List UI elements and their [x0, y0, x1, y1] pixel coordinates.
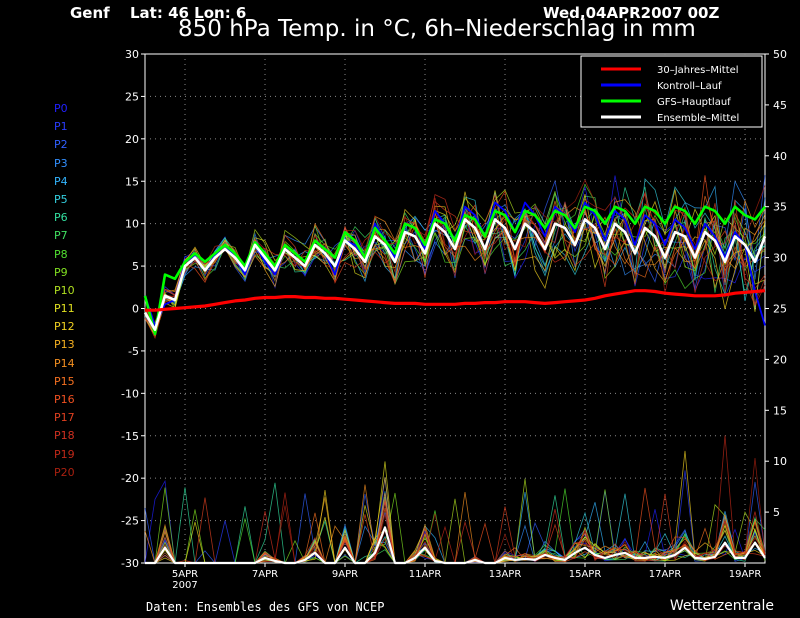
x-tick-label-4: 13APR [489, 569, 522, 580]
right-tick-label-9: 5 [773, 506, 780, 519]
legend-label-1: Kontroll–Lauf [657, 81, 722, 92]
brand-name: Wetterzentrale [669, 598, 774, 614]
location-label: Genf [70, 4, 110, 22]
member-label-p12: P12 [54, 320, 75, 334]
right-tick-label-3: 35 [773, 201, 787, 214]
right-tick-label-1: 45 [773, 99, 787, 112]
x-tick-label-5: 15APR [569, 569, 602, 580]
right-tick-label-2: 40 [773, 150, 787, 163]
right-tick-label-0: 50 [773, 48, 787, 61]
member-label-p9: P9 [54, 265, 68, 279]
series-line-kontroll-lauf [144, 201, 766, 327]
x-tick-sublabel-0: 2007 [172, 580, 197, 591]
member-label-p0: P0 [54, 102, 68, 115]
member-label-p16: P16 [54, 393, 75, 406]
member-label-p5: P5 [54, 192, 68, 206]
left-tick-label-9: -15 [121, 430, 139, 443]
member-label-p19: P19 [54, 447, 75, 461]
series-line-ensemble-mittel-niederschlag [145, 526, 766, 565]
x-tick-label-1: 7APR [252, 569, 278, 580]
left-tick-label-2: 20 [125, 133, 139, 146]
left-tick-label-6: 0 [132, 303, 139, 316]
member-label-p17: P17 [54, 411, 75, 425]
right-tick-label-4: 30 [773, 252, 787, 265]
left-tick-label-8: -10 [121, 387, 139, 400]
member-label-p2: P2 [54, 138, 68, 152]
series-line-gfs-hauptlauf [143, 205, 767, 336]
x-tick-label-0: 5APR [172, 569, 198, 580]
legend-label-0: 30–Jahres–Mittel [657, 65, 739, 76]
member-label-p3: P3 [54, 156, 68, 170]
left-tick-label-4: 10 [125, 218, 139, 231]
left-tick-label-11: -25 [121, 515, 139, 528]
member-precip-line-p13 [145, 497, 766, 565]
left-tick-label-7: -5 [128, 345, 139, 358]
x-tick-label-3: 11APR [409, 569, 442, 580]
ensemble-member-list: P0 P1 P2 P3 P4 P5 P6 P7 P8 P9 P10 P11 P12 P13 P14 P15 P1… [54, 100, 75, 482]
member-label-p14: P14 [54, 356, 75, 370]
left-tick-label-12: -30 [121, 557, 139, 570]
right-tick-label-6: 20 [773, 353, 787, 366]
series-line-ensemble-mittel [143, 218, 767, 332]
member-label-p6: P6 [54, 211, 68, 225]
left-tick-label-5: 5 [132, 260, 139, 273]
member-label-p20: P20 [54, 465, 75, 479]
x-tick-label-6: 17APR [649, 569, 682, 580]
x-tick-label-7: 19APR [729, 569, 762, 580]
right-tick-label-5: 25 [773, 303, 787, 316]
left-tick-label-0: 30 [125, 48, 139, 61]
left-tick-label-10: -20 [121, 472, 139, 485]
right-tick-label-8: 10 [773, 455, 787, 468]
run-timestamp: Wed,04APR2007 00Z [543, 4, 720, 22]
member-label-p8: P8 [54, 247, 68, 261]
chart-title: 850 hPa Temp. in °C, 6h–Niederschlag in … [178, 16, 696, 42]
legend-label-3: Ensemble–Mittel [657, 113, 739, 124]
right-tick-label-7: 15 [773, 404, 787, 417]
left-tick-label-1: 25 [125, 90, 139, 103]
series-line-30-jahres-mittel [145, 289, 766, 312]
coordinates-label: Lat: 46 Lon: 6 [130, 4, 247, 22]
member-label-p15: P15 [54, 374, 75, 388]
x-tick-label-2: 9APR [332, 569, 358, 580]
data-source-note: Daten: Ensembles des GFS von NCEP [146, 600, 385, 614]
legend-box [580, 55, 763, 128]
member-label-p18: P18 [54, 429, 75, 443]
member-label-p4: P4 [54, 174, 68, 188]
member-label-p11: P11 [54, 302, 75, 316]
left-tick-label-3: 15 [125, 175, 139, 188]
member-label-p10: P10 [54, 283, 75, 297]
member-label-p13: P13 [54, 338, 75, 352]
member-label-p1: P1 [54, 120, 68, 134]
legend-label-2: GFS–Hauptlauf [657, 97, 731, 108]
member-label-p7: P7 [54, 229, 68, 243]
